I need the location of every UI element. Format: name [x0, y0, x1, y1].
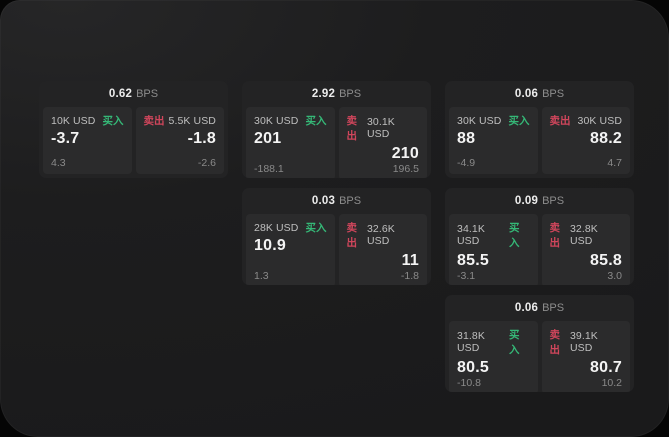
sell-label: 卖出	[346, 222, 358, 249]
sell-side[interactable]: 卖出 30.1K USD 210 196.5	[338, 107, 427, 178]
sell-delta: 4.7	[607, 157, 622, 169]
buy-label: 买入	[305, 222, 327, 234]
buy-price: -3.7	[51, 130, 80, 147]
bps-unit-label: BPS	[339, 195, 362, 207]
buy-price: 80.5	[457, 359, 489, 376]
buy-size: 31.8K USD	[457, 330, 485, 354]
buy-side[interactable]: 30K USD 买入 88 -4.9	[449, 107, 538, 174]
bps-value: 0.06	[514, 302, 539, 314]
buy-label: 买入	[508, 115, 530, 127]
quote-column-3: 0.06 BPS 30K USD 买入 88 -4.9 卖出 30K USD	[445, 81, 634, 392]
bps-header: 0.06 BPS	[445, 295, 634, 318]
sell-delta: 196.5	[392, 163, 419, 175]
sell-price: 210	[391, 145, 419, 162]
sell-side[interactable]: 卖出 32.6K USD 11 -1.8	[338, 214, 427, 285]
buy-delta: -4.9	[457, 157, 476, 169]
sell-size: 5.5K USD	[168, 114, 216, 127]
sell-delta: 3.0	[607, 270, 622, 282]
quote-body: 31.8K USD 买入 80.5 -10.8 卖出 39.1K USD 80.…	[445, 318, 634, 392]
bps-unit-label: BPS	[542, 302, 565, 314]
buy-label: 买入	[509, 222, 520, 249]
quote-body: 30K USD 买入 88 -4.9 卖出 30K USD 88.2 4.7	[445, 104, 634, 178]
bps-unit-label: BPS	[136, 88, 159, 100]
sell-label: 卖出	[346, 115, 358, 142]
bps-value: 0.62	[108, 88, 133, 100]
buy-size: 28K USD	[254, 221, 299, 234]
buy-price: 85.5	[457, 252, 489, 269]
buy-price: 10.9	[254, 237, 286, 254]
buy-delta: -3.1	[457, 270, 476, 282]
bps-header: 0.62 BPS	[39, 81, 228, 104]
sell-size: 32.6K USD	[366, 223, 395, 247]
sell-price: 11	[401, 252, 419, 269]
sell-label: 卖出	[549, 329, 561, 356]
quote-card: 2.92 BPS 30K USD 买入 201 -188.1 卖出 30.1K …	[242, 81, 431, 178]
buy-delta: 1.3	[254, 270, 269, 282]
quote-body: 10K USD 买入 -3.7 4.3 卖出 5.5K USD -1.8 -2.…	[39, 104, 228, 178]
bps-value: 0.06	[514, 88, 539, 100]
quote-body: 34.1K USD 买入 85.5 -3.1 卖出 32.8K USD 85.8…	[445, 211, 634, 285]
bps-header: 0.06 BPS	[445, 81, 634, 104]
bps-unit-label: BPS	[542, 195, 565, 207]
sell-label: 卖出	[549, 115, 571, 127]
bps-header: 2.92 BPS	[242, 81, 431, 104]
quote-card: 0.06 BPS 30K USD 买入 88 -4.9 卖出 30K USD	[445, 81, 634, 178]
buy-size: 30K USD	[457, 114, 502, 127]
sell-delta: -2.6	[197, 157, 216, 169]
sell-price: -1.8	[187, 130, 216, 147]
buy-delta: -188.1	[254, 163, 284, 175]
buy-side[interactable]: 30K USD 买入 201 -188.1	[246, 107, 335, 178]
sell-price: 85.8	[590, 252, 622, 269]
sell-size: 30K USD	[577, 114, 622, 127]
buy-side[interactable]: 34.1K USD 买入 85.5 -3.1	[449, 214, 538, 285]
sell-side[interactable]: 卖出 30K USD 88.2 4.7	[541, 107, 630, 174]
quote-column-1: 0.62 BPS 10K USD 买入 -3.7 4.3 卖出 5.5K USD	[39, 81, 228, 178]
buy-delta: 4.3	[51, 157, 66, 169]
quote-column-2: 2.92 BPS 30K USD 买入 201 -188.1 卖出 30.1K …	[242, 81, 431, 285]
sell-size: 30.1K USD	[366, 116, 395, 140]
quote-body: 30K USD 买入 201 -188.1 卖出 30.1K USD 210 1…	[242, 104, 431, 178]
buy-size: 34.1K USD	[457, 223, 485, 247]
sell-delta: 10.2	[601, 377, 622, 389]
bps-value: 0.03	[311, 195, 336, 207]
quote-card: 0.03 BPS 28K USD 买入 10.9 1.3 卖出 32.6K US…	[242, 188, 431, 285]
sell-label: 卖出	[549, 222, 561, 249]
buy-size: 30K USD	[254, 114, 299, 127]
bps-value: 0.09	[514, 195, 539, 207]
buy-delta: -10.8	[457, 377, 481, 389]
bps-header: 0.03 BPS	[242, 188, 431, 211]
bps-unit-label: BPS	[542, 88, 565, 100]
bps-header: 0.09 BPS	[445, 188, 634, 211]
sell-side[interactable]: 卖出 5.5K USD -1.8 -2.6	[135, 107, 224, 174]
sell-price: 80.7	[590, 359, 622, 376]
buy-price: 201	[254, 130, 282, 147]
buy-label: 买入	[305, 115, 327, 127]
buy-side[interactable]: 31.8K USD 买入 80.5 -10.8	[449, 321, 538, 392]
quote-card: 0.09 BPS 34.1K USD 买入 85.5 -3.1 卖出 32.8K…	[445, 188, 634, 285]
buy-side[interactable]: 28K USD 买入 10.9 1.3	[246, 214, 335, 285]
buy-label: 买入	[509, 329, 520, 356]
sell-size: 32.8K USD	[569, 223, 598, 247]
bps-value: 2.92	[311, 88, 336, 100]
quote-card: 0.62 BPS 10K USD 买入 -3.7 4.3 卖出 5.5K USD	[39, 81, 228, 178]
sell-size: 39.1K USD	[569, 330, 598, 354]
sell-label: 卖出	[143, 115, 165, 127]
sell-side[interactable]: 卖出 32.8K USD 85.8 3.0	[541, 214, 630, 285]
sell-side[interactable]: 卖出 39.1K USD 80.7 10.2	[541, 321, 630, 392]
sell-price: 88.2	[590, 130, 622, 147]
sell-delta: -1.8	[400, 270, 419, 282]
buy-price: 88	[457, 130, 476, 147]
quote-body: 28K USD 买入 10.9 1.3 卖出 32.6K USD 11 -1.8	[242, 211, 431, 285]
quote-card: 0.06 BPS 31.8K USD 买入 80.5 -10.8 卖出 39.1…	[445, 295, 634, 392]
buy-size: 10K USD	[51, 114, 96, 127]
buy-side[interactable]: 10K USD 买入 -3.7 4.3	[43, 107, 132, 174]
buy-label: 买入	[102, 115, 124, 127]
bps-unit-label: BPS	[339, 88, 362, 100]
